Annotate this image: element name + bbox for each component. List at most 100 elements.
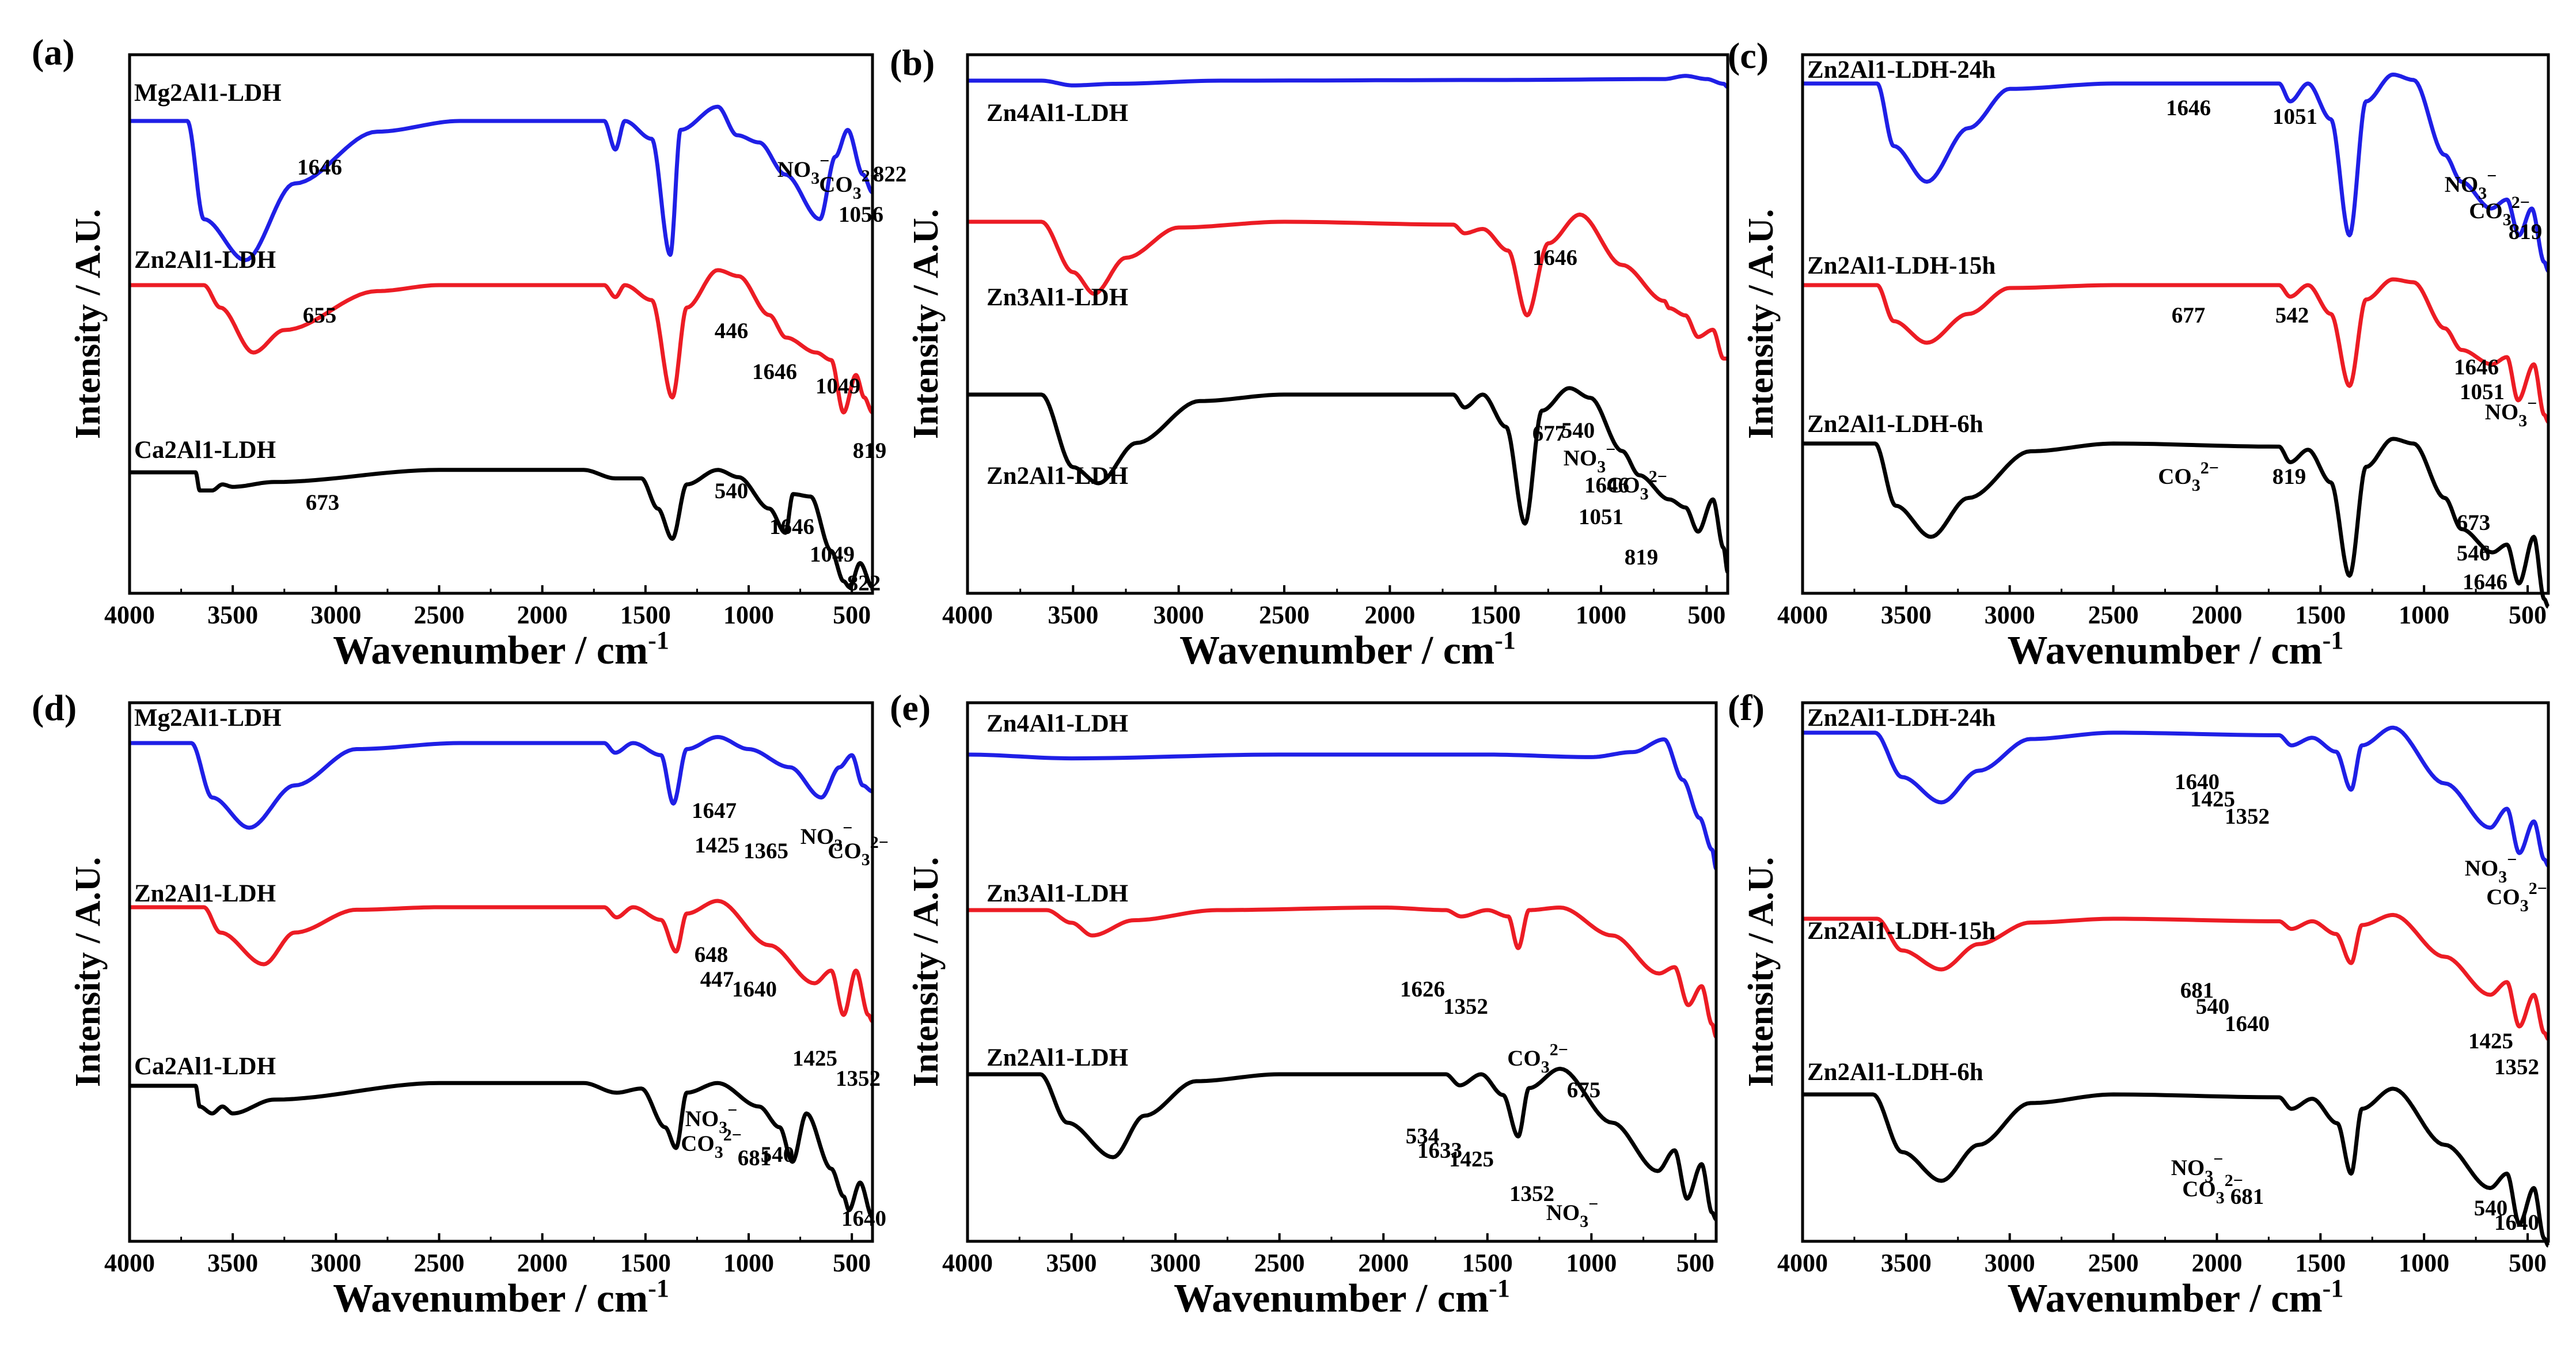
peak-label: 1646 xyxy=(769,514,814,539)
x-tick-label: 2500 xyxy=(1254,1249,1305,1277)
peak-label: 540 xyxy=(761,1142,795,1167)
peak-label: 542 xyxy=(2275,303,2309,328)
x-tick-label: 3500 xyxy=(1881,601,1932,629)
series-label: Zn2Al1-LDH-6h xyxy=(1807,411,1983,438)
x-tick-label: 2000 xyxy=(1364,601,1415,629)
nitrate-label: NO3− xyxy=(685,1101,738,1137)
chart-panel: Zn2Al1-LDH-24h Zn2Al1-LDH-15h Zn2Al1-LDH-6… xyxy=(1742,701,2551,1321)
peak-label: 1425 xyxy=(1449,1147,1494,1172)
peak-label: 540 xyxy=(2474,1196,2508,1221)
peak-label: 1425 xyxy=(792,1046,837,1071)
nitrate-label: NO3− xyxy=(2465,850,2517,886)
plot-frame xyxy=(966,701,1718,1243)
series-line xyxy=(130,468,874,589)
x-tick-label: 1500 xyxy=(620,601,671,629)
panel-letter: (b) xyxy=(890,42,935,83)
carbonate-label: CO32− xyxy=(681,1126,742,1162)
peak-label: 1049 xyxy=(815,374,860,399)
x-axis-label: Wavenumber / cm-1 xyxy=(333,626,669,673)
plot-frame xyxy=(1801,701,2550,1243)
x-tick-label: 2500 xyxy=(2088,1249,2139,1277)
nitrate-label: NO3− xyxy=(777,151,830,188)
series-label: Mg2Al1-LDH xyxy=(134,79,282,107)
peak-label: 681 xyxy=(2180,978,2214,1003)
x-tick-label: 500 xyxy=(1687,601,1725,629)
chart-panel: Zn4Al1-LDHZn3Al1-LDHZn2Al1-LDH16261352CO… xyxy=(906,701,1718,1321)
series-label: Zn2Al1-LDH xyxy=(134,247,276,274)
series-label: Zn3Al1-LDH xyxy=(987,880,1128,907)
x-tick-label: 500 xyxy=(1676,1249,1714,1277)
x-tick-label: 3000 xyxy=(1985,1249,2035,1277)
peak-label: 1056 xyxy=(839,202,883,227)
series-line xyxy=(1803,437,2551,609)
series-label: Zn2Al1-LDH xyxy=(987,463,1128,490)
series-line xyxy=(968,213,1729,361)
nitrate-label: NO3− xyxy=(1546,1195,1599,1231)
x-axis-label: Wavenumber / cm-1 xyxy=(333,1274,669,1321)
series-label: Zn2Al1-LDH-24h xyxy=(1807,704,1995,732)
x-tick-label: 4000 xyxy=(104,601,155,629)
x-tick-label: 2500 xyxy=(414,1249,465,1277)
peak-label: 681 xyxy=(738,1146,772,1170)
peak-label: 1640 xyxy=(2225,1011,2270,1036)
series-line xyxy=(130,1081,874,1219)
x-tick-label: 4000 xyxy=(942,1249,993,1277)
panel-letter: (c) xyxy=(1728,35,1769,76)
x-tick-label: 500 xyxy=(833,1249,871,1277)
x-tick-label: 1000 xyxy=(1576,601,1626,629)
panel-letter: (e) xyxy=(890,687,931,728)
carbonate-label: CO32− xyxy=(2469,193,2530,229)
x-tick-label: 500 xyxy=(833,601,871,629)
x-tick-label: 500 xyxy=(2509,601,2547,629)
series-line xyxy=(130,104,874,263)
plot-frame xyxy=(966,53,1729,595)
peak-label: 648 xyxy=(695,942,729,967)
series-line xyxy=(968,386,1729,574)
x-axis-label: Wavenumber / cm-1 xyxy=(1179,626,1516,673)
x-tick-label: 1000 xyxy=(2399,601,2449,629)
carbonate-label: CO32− xyxy=(828,833,889,869)
x-tick-label: 1000 xyxy=(1566,1249,1617,1277)
series-label: Zn4Al1-LDH xyxy=(987,100,1128,127)
peak-label: 819 xyxy=(1625,545,1659,570)
peak-label: 1051 xyxy=(2273,104,2317,129)
series-line xyxy=(968,905,1718,1039)
peak-label: 1646 xyxy=(1532,245,1577,270)
carbonate-label: CO32− xyxy=(819,166,880,203)
peak-label: 1633 xyxy=(1417,1138,1462,1163)
series-line xyxy=(1803,1086,2551,1248)
x-tick-label: 1500 xyxy=(1470,601,1521,629)
series-label: Zn2Al1-LDH-15h xyxy=(1807,918,1995,945)
peak-label: 1640 xyxy=(732,977,777,1002)
peak-label: 655 xyxy=(303,303,337,328)
panel-letter: (f) xyxy=(1728,687,1765,728)
panel-letter: (a) xyxy=(32,32,75,73)
peak-label: 1646 xyxy=(297,155,342,180)
x-tick-label: 3500 xyxy=(1046,1249,1097,1277)
series-label: Zn2Al1-LDH xyxy=(134,880,276,907)
x-tick-label: 3500 xyxy=(1881,1249,1932,1277)
peak-label: 1646 xyxy=(752,359,797,384)
x-tick-label: 1000 xyxy=(723,1249,774,1277)
peak-label: 1352 xyxy=(1509,1181,1554,1206)
x-axis-label: Wavenumber / cm-1 xyxy=(2008,626,2344,673)
x-tick-label: 500 xyxy=(2509,1249,2547,1277)
plot-frame xyxy=(1801,53,2550,595)
series-label: Mg2Al1-LDH xyxy=(134,704,282,732)
series-label: Ca2Al1-LDH xyxy=(134,437,276,464)
peak-label: 677 xyxy=(1532,421,1566,446)
series-line xyxy=(130,899,875,1024)
series-line xyxy=(130,268,874,415)
peak-label: 546 xyxy=(2457,541,2491,566)
x-tick-label: 4000 xyxy=(942,601,993,629)
x-tick-label: 4000 xyxy=(1777,601,1828,629)
y-axis-label: Intensity / A.U. xyxy=(1742,209,1781,439)
x-tick-label: 1500 xyxy=(2295,601,2346,629)
x-tick-label: 4000 xyxy=(1777,1249,1828,1277)
x-tick-label: 1000 xyxy=(2399,1249,2449,1277)
peak-label: 1646 xyxy=(2166,96,2211,120)
peak-label: 1425 xyxy=(2190,787,2235,812)
x-axis-label: Wavenumber / cm-1 xyxy=(1174,1274,1510,1321)
